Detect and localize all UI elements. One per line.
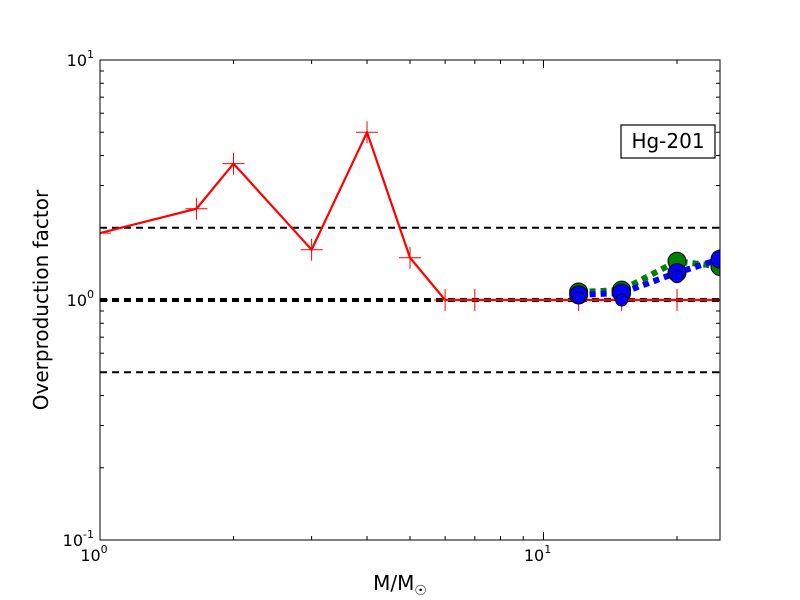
series-0-point-0 [100,222,111,245]
series-2-line [578,256,720,298]
series-0-point-5 [399,246,421,269]
plot-layer [100,121,720,374]
x-tick-label-1: 101 [524,543,551,565]
y-axis-title: Overproduction factor [29,189,53,410]
series-0-point-2 [222,152,245,175]
series-0-point-1 [185,197,208,220]
x-axis-title-main: M/M [373,571,414,595]
y-tick-label-2: 101 [67,48,94,70]
series-0-point-6 [434,289,457,311]
x-tick-label-0: 100 [80,543,107,565]
series-3-point-1 [615,293,629,307]
y-tick-label-1: 100 [67,288,94,310]
series-0-point-4 [356,121,379,144]
annotation-box: Hg-201 [620,124,716,159]
y-tick-label-0: 10-1 [63,528,94,550]
annotation-frame [620,124,716,159]
x-axis-title: M/M☉ [373,571,427,599]
series-0-point-7 [463,289,486,311]
x-axis-title-sub: ☉ [414,583,427,599]
series-3-point-2 [670,270,684,284]
annotation-label: Hg-201 [631,129,704,153]
series-0-point-3 [300,238,323,261]
series-2-point-3 [710,249,720,269]
series-3-point-0 [572,291,586,305]
series-0-point-10 [666,289,689,311]
